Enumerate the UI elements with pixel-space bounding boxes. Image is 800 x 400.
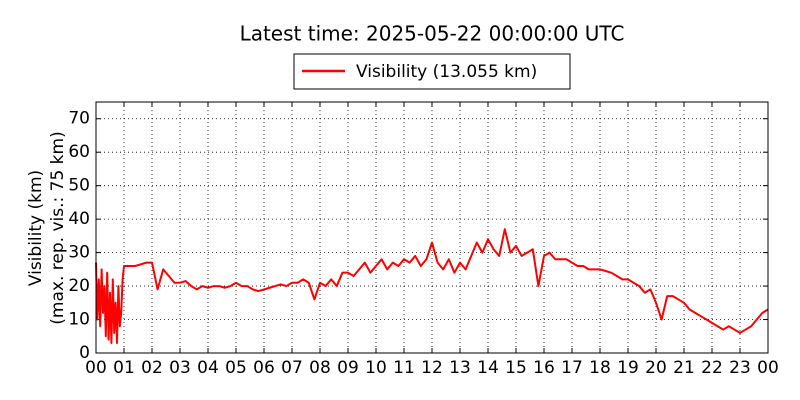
y-tick-label: 70: [68, 109, 90, 129]
x-tick-label: 00: [85, 358, 107, 378]
legend-label: Visibility (13.055 km): [356, 62, 537, 82]
line: [95, 228, 769, 344]
x-tick-label: 19: [617, 358, 639, 378]
chart-title: Latest time: 2025-05-22 00:00:00 UTC: [240, 22, 625, 46]
x-tick-label: 00: [757, 358, 779, 378]
x-tick-label: 03: [169, 358, 191, 378]
x-tick-label: 06: [253, 358, 275, 378]
y-tick-label: 60: [68, 142, 90, 162]
x-tick-label: 11: [393, 358, 415, 378]
x-tick-label: 14: [477, 358, 499, 378]
y-tick-label: 0: [79, 343, 90, 363]
x-tick-label: 22: [701, 358, 723, 378]
x-tick-label: 17: [561, 358, 583, 378]
y-tick-label: 40: [68, 209, 90, 229]
y-tick-label: 10: [68, 310, 90, 330]
x-tick-label: 20: [645, 358, 667, 378]
x-tick-label: 21: [673, 358, 695, 378]
plot-frame: [95, 101, 769, 354]
x-tick-label: 10: [365, 358, 387, 378]
y-tick-label: 20: [68, 276, 90, 296]
x-tick-label: 09: [337, 358, 359, 378]
x-tick-label: 07: [281, 358, 303, 378]
y-tick-label: 30: [68, 243, 90, 263]
x-tick-label: 13: [449, 358, 471, 378]
x-tick-label: 01: [113, 358, 135, 378]
x-tick-label: 23: [729, 358, 751, 378]
y-tick-label: 50: [68, 176, 90, 196]
x-tick-label: 15: [505, 358, 527, 378]
x-tick-label: 12: [421, 358, 443, 378]
y-axis-label: Visibility (km): [26, 170, 46, 286]
x-tick-label: 02: [141, 358, 163, 378]
y-axis-label: (max. rep. vis.: 75 km): [48, 131, 68, 324]
x-tick-label: 04: [197, 358, 219, 378]
x-tick-label: 05: [225, 358, 247, 378]
x-tick-label: 18: [589, 358, 611, 378]
x-tick-label: 16: [533, 358, 555, 378]
x-tick-label: 08: [309, 358, 331, 378]
